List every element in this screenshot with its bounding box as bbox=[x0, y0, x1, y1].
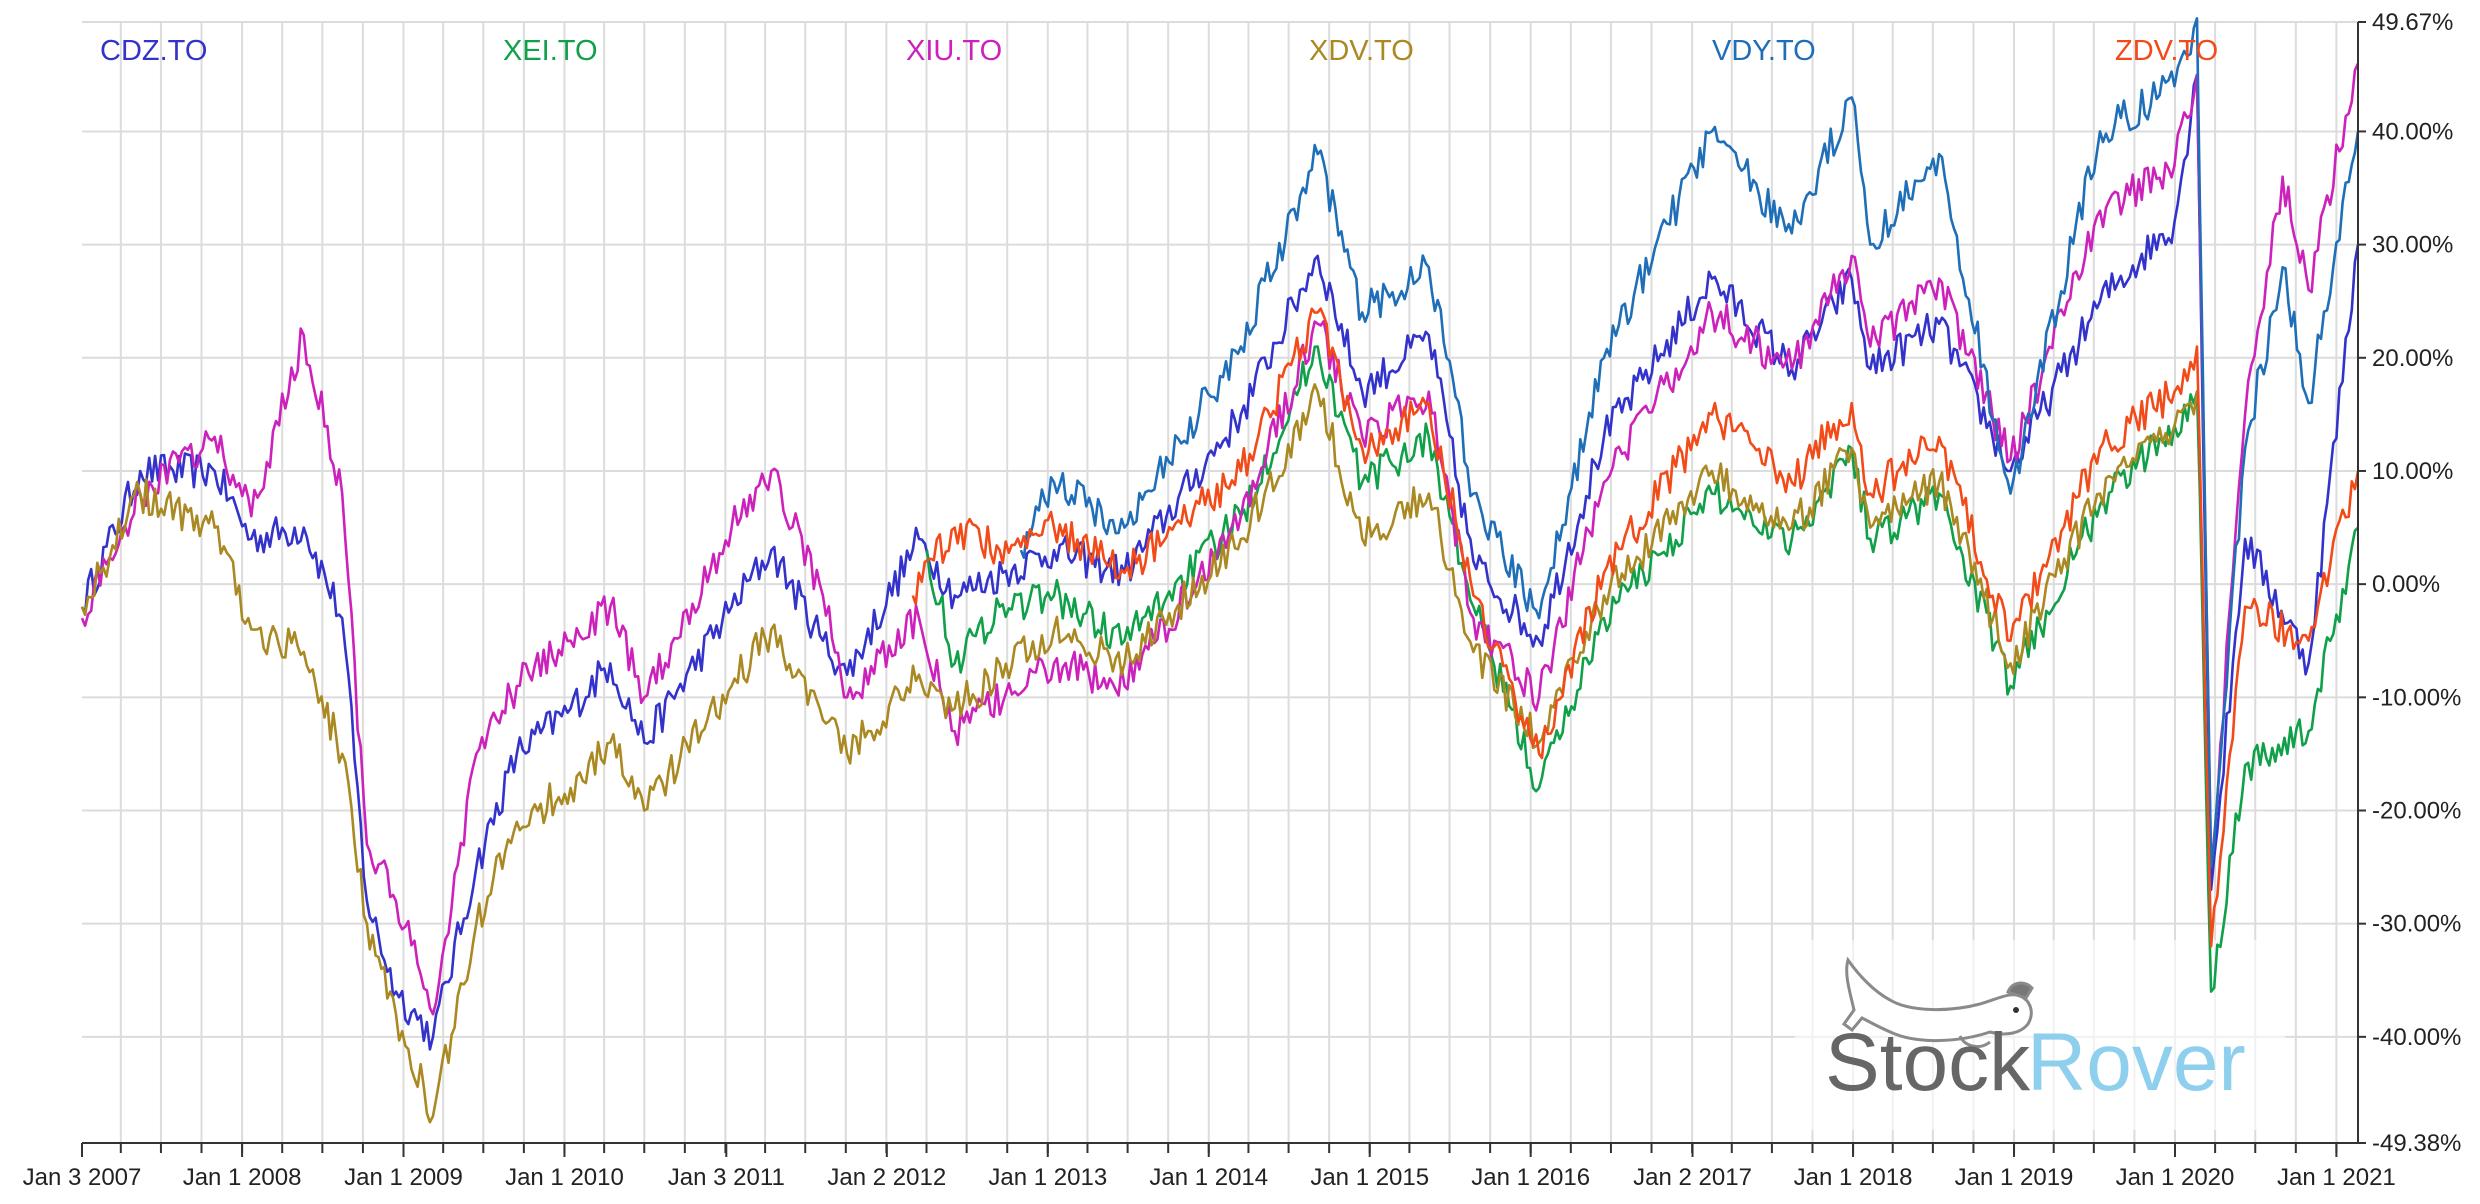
y-tick-label: -40.00% bbox=[2372, 1024, 2461, 1051]
y-tick-label: 10.00% bbox=[2372, 458, 2453, 485]
chart-axes: 49.67% 40.00% 30.00% 20.00% 10.00% 0.00% -10.0… bbox=[23, 9, 2462, 1191]
legend-item-xdv-to: XDV.TO bbox=[1309, 35, 1414, 67]
x-tick-label: Jan 1 2010 bbox=[505, 1164, 624, 1191]
x-tick-label: Jan 1 2016 bbox=[1471, 1164, 1590, 1191]
series-line-xiu-to bbox=[80, 62, 2360, 1016]
x-tick-label: Jan 2 2017 bbox=[1633, 1164, 1752, 1191]
x-tick-label: Jan 1 2015 bbox=[1310, 1164, 1429, 1191]
x-tick-label: Jan 3 2007 bbox=[23, 1164, 142, 1191]
series-line-zdv-to bbox=[911, 307, 2360, 948]
x-tick-label: Jan 1 2014 bbox=[1149, 1164, 1268, 1191]
stockrover-watermark: Stock Rover bbox=[1795, 940, 2285, 1130]
y-tick-label: -49.38% bbox=[2372, 1130, 2461, 1157]
x-tick-label: Jan 3 2011 bbox=[668, 1164, 785, 1191]
y-tick-label: -10.00% bbox=[2372, 684, 2461, 711]
series-line-cdz-to bbox=[80, 73, 2360, 1051]
dog-logo-icon bbox=[1841, 956, 2034, 1049]
x-tick-label: Jan 1 2009 bbox=[344, 1164, 463, 1191]
watermark-stock: Stock bbox=[1825, 1017, 2031, 1108]
legend-item-zdv-to: ZDV.TO bbox=[2115, 35, 2218, 67]
y-tick-label: 40.00% bbox=[2372, 118, 2453, 145]
legend-item-vdy-to: VDY.TO bbox=[1712, 35, 1816, 67]
y-tick-label: 0.00% bbox=[2372, 571, 2440, 598]
y-tick-label: -20.00% bbox=[2372, 797, 2461, 824]
legend-item-xiu-to: XIU.TO bbox=[906, 35, 1002, 67]
x-tick-label: Jan 1 2013 bbox=[988, 1164, 1107, 1191]
x-tick-label: Jan 1 2008 bbox=[183, 1164, 302, 1191]
series-line-xdv-to bbox=[80, 383, 2199, 1124]
y-tick-label: 49.67% bbox=[2372, 9, 2453, 36]
legend-item-cdz-to: CDZ.TO bbox=[100, 35, 207, 67]
series-line-vdy-to bbox=[1019, 17, 2360, 869]
legend: CDZ.TO XEI.TO XIU.TO XDV.TO VDY.TO ZDV.TO bbox=[100, 35, 2218, 67]
x-tick-label: Jan 1 2018 bbox=[1794, 1164, 1913, 1191]
legend-item-xei-to: XEI.TO bbox=[503, 35, 598, 67]
x-tick-label: Jan 2 2012 bbox=[827, 1164, 946, 1191]
series-lines bbox=[80, 17, 2360, 1124]
watermark-rover: Rover bbox=[2027, 1017, 2246, 1108]
y-tick-label: -30.00% bbox=[2372, 911, 2461, 938]
x-tick-label: Jan 1 2021 bbox=[2277, 1164, 2396, 1191]
x-tick-label: Jan 1 2020 bbox=[2116, 1164, 2235, 1191]
y-tick-label: 20.00% bbox=[2372, 345, 2453, 372]
y-tick-label: 30.00% bbox=[2372, 232, 2453, 259]
x-tick-label: Jan 1 2019 bbox=[1955, 1164, 2074, 1191]
